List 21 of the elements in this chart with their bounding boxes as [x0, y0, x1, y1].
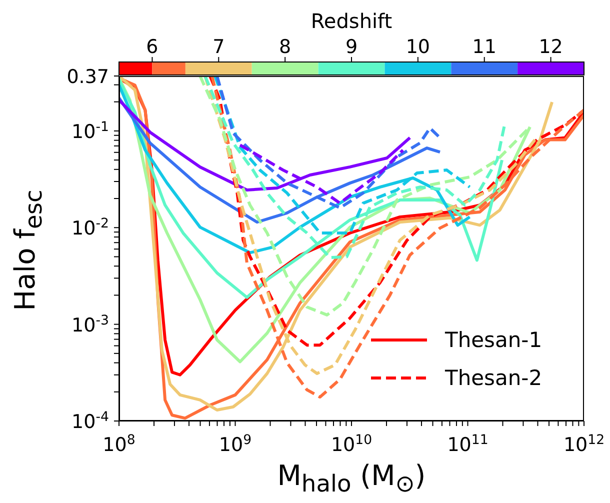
color-bar-label: 8 — [279, 36, 292, 58]
color-bar-label: 7 — [212, 36, 225, 58]
y-tick-label: 10$^{-3}$ — [72, 312, 109, 336]
color-bar-title: Redshift — [310, 9, 392, 33]
legend-label: Thesan-2 — [445, 366, 542, 390]
y-tick-label: 10$^{-4}$ — [72, 410, 109, 433]
x-tick-label: 10$^{12}$ — [563, 432, 605, 456]
x-tick-label: 10$^{8}$ — [102, 432, 136, 456]
y-tick-label: 0.37 — [66, 66, 109, 88]
color-bar-label: 12 — [538, 36, 563, 58]
x-tick-label: 10$^{11}$ — [447, 432, 488, 456]
color-bar-label: 10 — [406, 36, 430, 58]
legend-label: Thesan-1 — [445, 328, 542, 352]
color-bar-label: 9 — [345, 36, 358, 58]
x-tick-label: 10$^{9}$ — [218, 432, 252, 456]
color-bar-label: 11 — [472, 36, 496, 58]
x-axis-title: M$_{halo}$ (M$_{⊙}$) — [276, 459, 427, 498]
y-tick-label: 10$^{-1}$ — [72, 119, 109, 143]
y-tick-label: 10$^{-2}$ — [72, 216, 109, 240]
x-tick-label: 10$^{10}$ — [330, 432, 372, 456]
color-bar-label: 6 — [146, 36, 158, 58]
